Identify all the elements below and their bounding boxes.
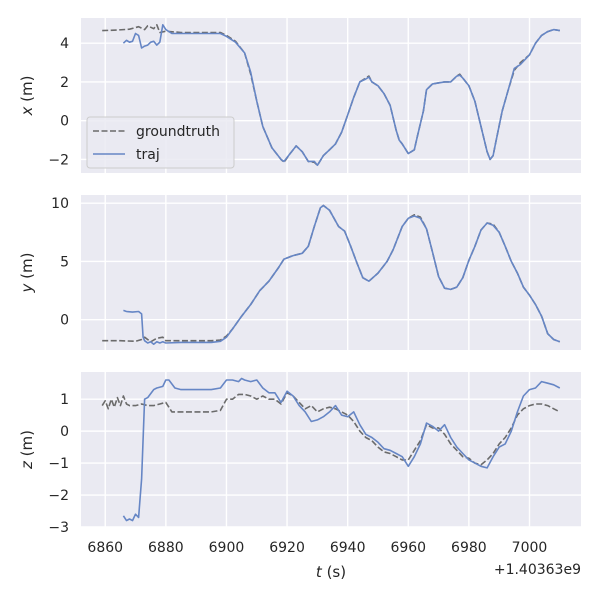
plot-area	[81, 372, 581, 527]
legend: groundtruth traj	[86, 116, 235, 169]
series-line-traj	[123, 204, 561, 345]
y-tick-label: 0	[60, 313, 69, 329]
subplot-3: −3 −2 −1 0 1 z (m) 6860 6880 6900 6920 6940 6960 698…	[18, 372, 581, 581]
y-tick-label: 10	[51, 196, 69, 212]
y-tick-label: −1	[48, 456, 69, 472]
y-tick-label: 4	[60, 36, 69, 52]
x-tick-label: 6940	[330, 540, 366, 556]
y-tick-label: −2	[48, 152, 69, 168]
x-tick-label: 6880	[148, 540, 184, 556]
series-line-traj	[122, 377, 561, 522]
y-tick-label: −2	[48, 488, 69, 504]
x-tick-label: 7000	[512, 540, 548, 556]
y-tick-label: 0	[60, 424, 69, 440]
x-tick-label: 6980	[451, 540, 487, 556]
plot-area	[81, 195, 581, 350]
y-tick-label: 5	[60, 254, 69, 270]
series-line-groundtruth	[101, 392, 561, 466]
series-line-traj	[122, 24, 560, 167]
x-tick-label: 6920	[269, 540, 305, 556]
x-axis-label: t (s)	[316, 563, 346, 581]
legend-label: groundtruth	[136, 124, 220, 140]
y-tick-label: −3	[48, 520, 69, 536]
subplot-2: 0 5 10 y (m)	[18, 195, 581, 350]
legend-box	[86, 116, 235, 169]
x-offset-label: +1.40363e9	[494, 562, 581, 578]
y-tick-label: 1	[60, 392, 69, 408]
legend-label: traj	[136, 147, 160, 163]
y-tick-label: 0	[60, 114, 69, 130]
x-tick-label: 6860	[87, 540, 123, 556]
subplot-1: −2 0 2 4 x (m) groundtruth traj	[18, 18, 581, 173]
y-tick-label: 2	[60, 75, 69, 91]
x-tick-label: 6900	[209, 540, 245, 556]
y-axis-label: z (m)	[18, 430, 36, 470]
y-axis-label: x (m)	[18, 76, 36, 117]
y-axis-label: y (m)	[18, 253, 36, 294]
x-tick-label: 6960	[390, 540, 426, 556]
